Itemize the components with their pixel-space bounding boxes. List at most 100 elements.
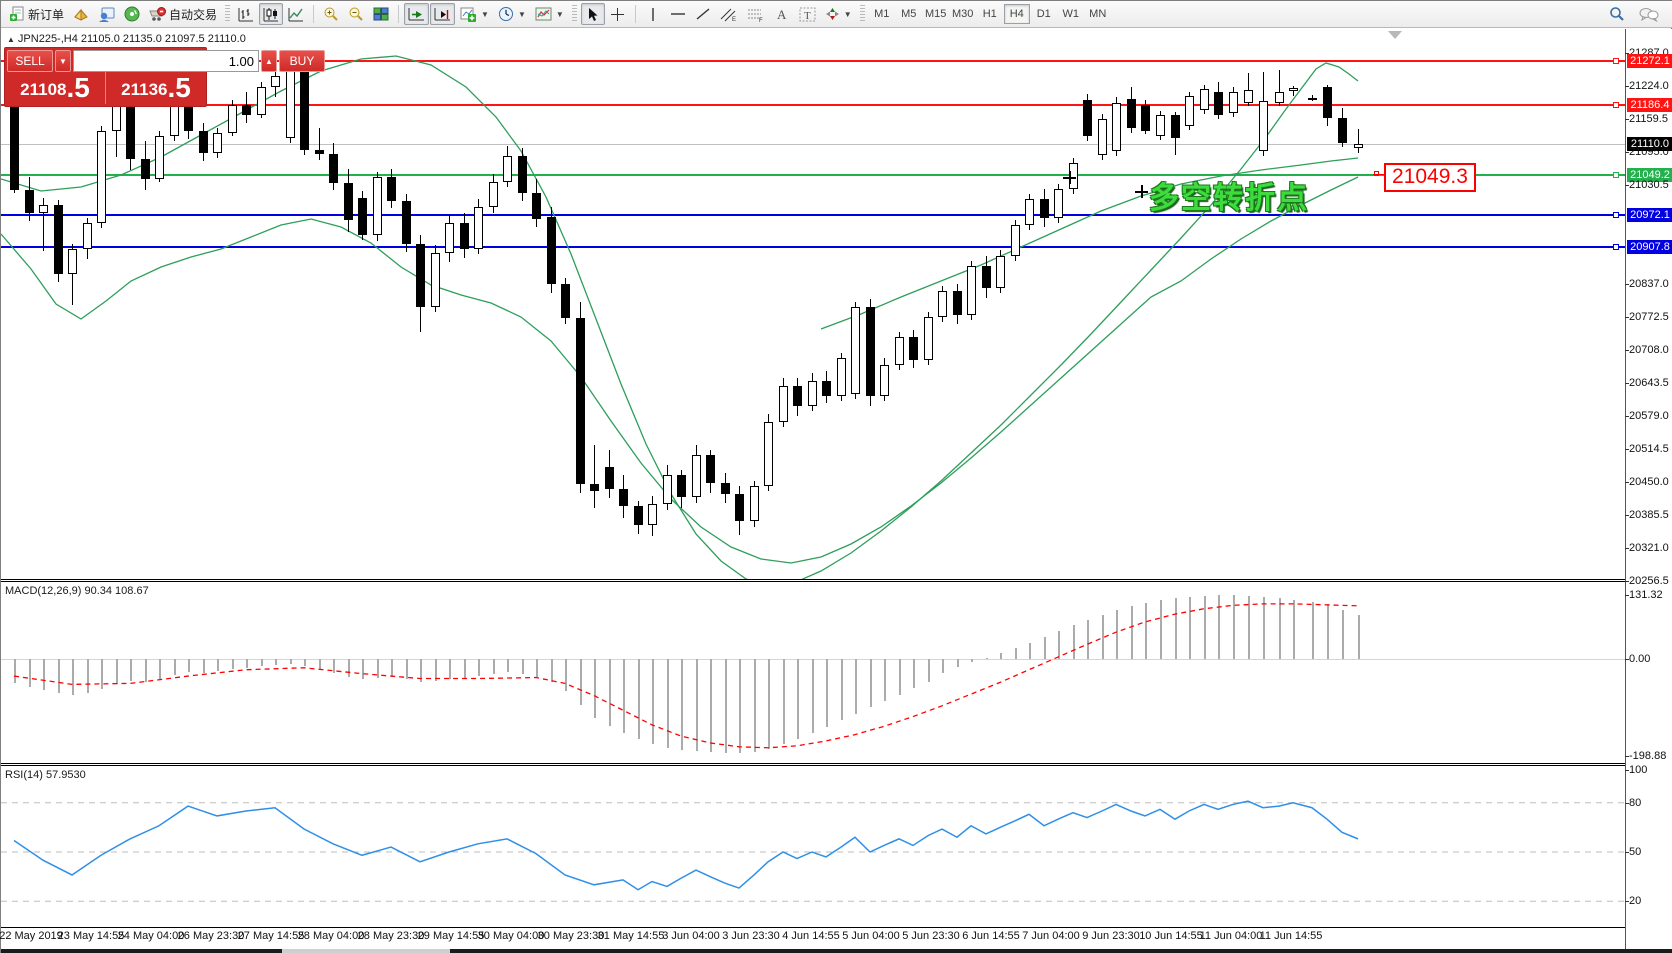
new-order-button[interactable]: 新订单 [5,3,68,25]
zoom-out-button[interactable] [344,3,368,25]
templates-button[interactable]: ▼ [531,3,568,25]
fibonacci-tool-button[interactable]: F [743,3,769,25]
level-line[interactable] [1,246,1625,249]
cursor-icon [589,7,598,21]
toolbar-grip[interactable] [225,5,231,23]
time-axis-label: 7 Jun 04:00 [1022,930,1080,942]
candlestick [141,159,150,179]
zoom-in-button[interactable] [319,3,343,25]
signals-button[interactable] [120,3,144,25]
fibonacci-tool-icon: F [747,9,763,22]
bar-chart-button[interactable] [234,3,258,25]
toolbar-grip[interactable] [859,5,865,23]
macd-histogram-bar [145,659,147,682]
timeframe-button-m30[interactable]: M30 [952,8,974,20]
timeframe-button-m5[interactable]: M5 [901,8,917,20]
panel-divider[interactable] [1,763,1625,766]
macd-histogram-bar [14,659,16,684]
time-axis-label: 29 May 14:55 [417,930,485,942]
level-line-anchor[interactable] [1613,101,1619,108]
candlestick [1338,117,1347,143]
timeframe-button-h4[interactable]: H4 [1003,4,1030,24]
crosshair-icon [611,7,625,21]
volume-down-button[interactable]: ▼ [55,50,71,72]
vline-tool-button[interactable] [641,3,665,25]
timeframe-button-m15[interactable]: M15 [925,8,947,20]
text-tool-button[interactable]: A [770,3,794,25]
level-line[interactable] [1,213,1625,216]
candlestick [547,216,556,285]
level-line-anchor[interactable] [1613,172,1619,179]
macd-histogram-bar [58,659,60,694]
macd-histogram-bar [1233,595,1235,659]
candlestick [1083,100,1092,136]
line-chart-button[interactable] [284,3,308,25]
candlestick [895,337,904,365]
panel-divider[interactable] [1,579,1625,582]
autoscroll-button[interactable] [404,3,430,25]
time-axis-label: 3 Jun 04:00 [662,930,720,942]
candlestick-chart-button[interactable] [259,3,284,25]
price-label-anchor[interactable] [1374,171,1379,176]
label-tool-button[interactable]: T [795,3,820,25]
level-line-anchor[interactable] [1613,58,1619,65]
zoom-out-icon [349,7,363,21]
autotrading-label: 自动交易 [169,7,218,22]
macd-axis-label: 0.00 [1629,653,1651,665]
price-flag-label: 20907.8 [1627,240,1672,255]
price-tick-mark [1625,580,1629,582]
volume-up-button[interactable]: ▲ [261,50,277,72]
chart-shift-marker-icon[interactable] [1388,31,1402,39]
price-tick-mark [1625,184,1629,186]
channel-tool-button[interactable]: E [716,3,742,25]
volume-input[interactable] [73,50,259,72]
sell-button[interactable]: SELL [7,50,53,72]
chat-button[interactable] [1635,3,1663,25]
timeframe-button-mn[interactable]: MN [1089,8,1107,20]
candlestick [851,306,860,394]
collapse-triangle-icon[interactable]: ▲ [7,35,15,44]
plus-marker-icon [1063,171,1076,184]
chart-window[interactable]: ▲ JPN225-,H4 21105.0 21135.0 21097.5 2111… [0,29,1672,949]
macd-histogram-bar [1116,610,1118,659]
hline-tool-button[interactable] [666,3,690,25]
buy-button[interactable]: BUY [279,50,325,72]
search-button[interactable] [1605,3,1629,25]
price-label-annotation[interactable]: 21049.3 [1384,163,1476,192]
arrows-caret-icon: ▼ [843,9,852,19]
timeframe-button-m1[interactable]: M1 [874,8,890,20]
toolbar-grip[interactable] [571,5,577,23]
metaeditor-button[interactable] [94,3,119,25]
period-button[interactable]: ▼ [494,3,530,25]
timeframe-button-d1[interactable]: D1 [1036,8,1051,20]
arrows-tool-button[interactable]: ▼ [821,3,856,25]
macd-histogram-bar [1175,598,1177,659]
tile-windows-button[interactable] [369,3,393,25]
cursor-button[interactable] [580,3,605,25]
macd-histogram-bar [130,659,132,681]
profiles-button[interactable] [69,3,93,25]
candlestick [619,488,628,507]
buy-price[interactable]: 21136.5 [121,72,191,103]
indicators-button[interactable]: ▼ [456,3,493,25]
macd-histogram-bar [1342,610,1344,659]
level-line-anchor[interactable] [1613,211,1619,218]
candlestick [170,102,179,137]
scrollbar-thumb[interactable] [282,949,450,953]
sell-price[interactable]: 21108.5 [5,72,106,104]
candlestick [561,284,570,318]
crosshair-button[interactable] [606,3,630,25]
macd-histogram-bar [1073,625,1075,659]
level-line-anchor[interactable] [1613,244,1619,251]
time-axis-label: 5 Jun 04:00 [842,930,900,942]
autotrading-button[interactable]: 自动交易 [145,3,221,25]
candlestick [344,182,353,220]
timeframe-button-w1[interactable]: W1 [1062,8,1079,20]
channel-tool-icon: E [720,8,736,22]
timeframe-button-h1[interactable]: H1 [982,8,997,20]
level-line[interactable] [1,143,1625,145]
trendline-tool-button[interactable] [691,3,715,25]
macd-tick-mark [1625,756,1629,757]
chart-shift-button[interactable] [430,3,456,25]
price-tick-mark [1625,448,1629,450]
